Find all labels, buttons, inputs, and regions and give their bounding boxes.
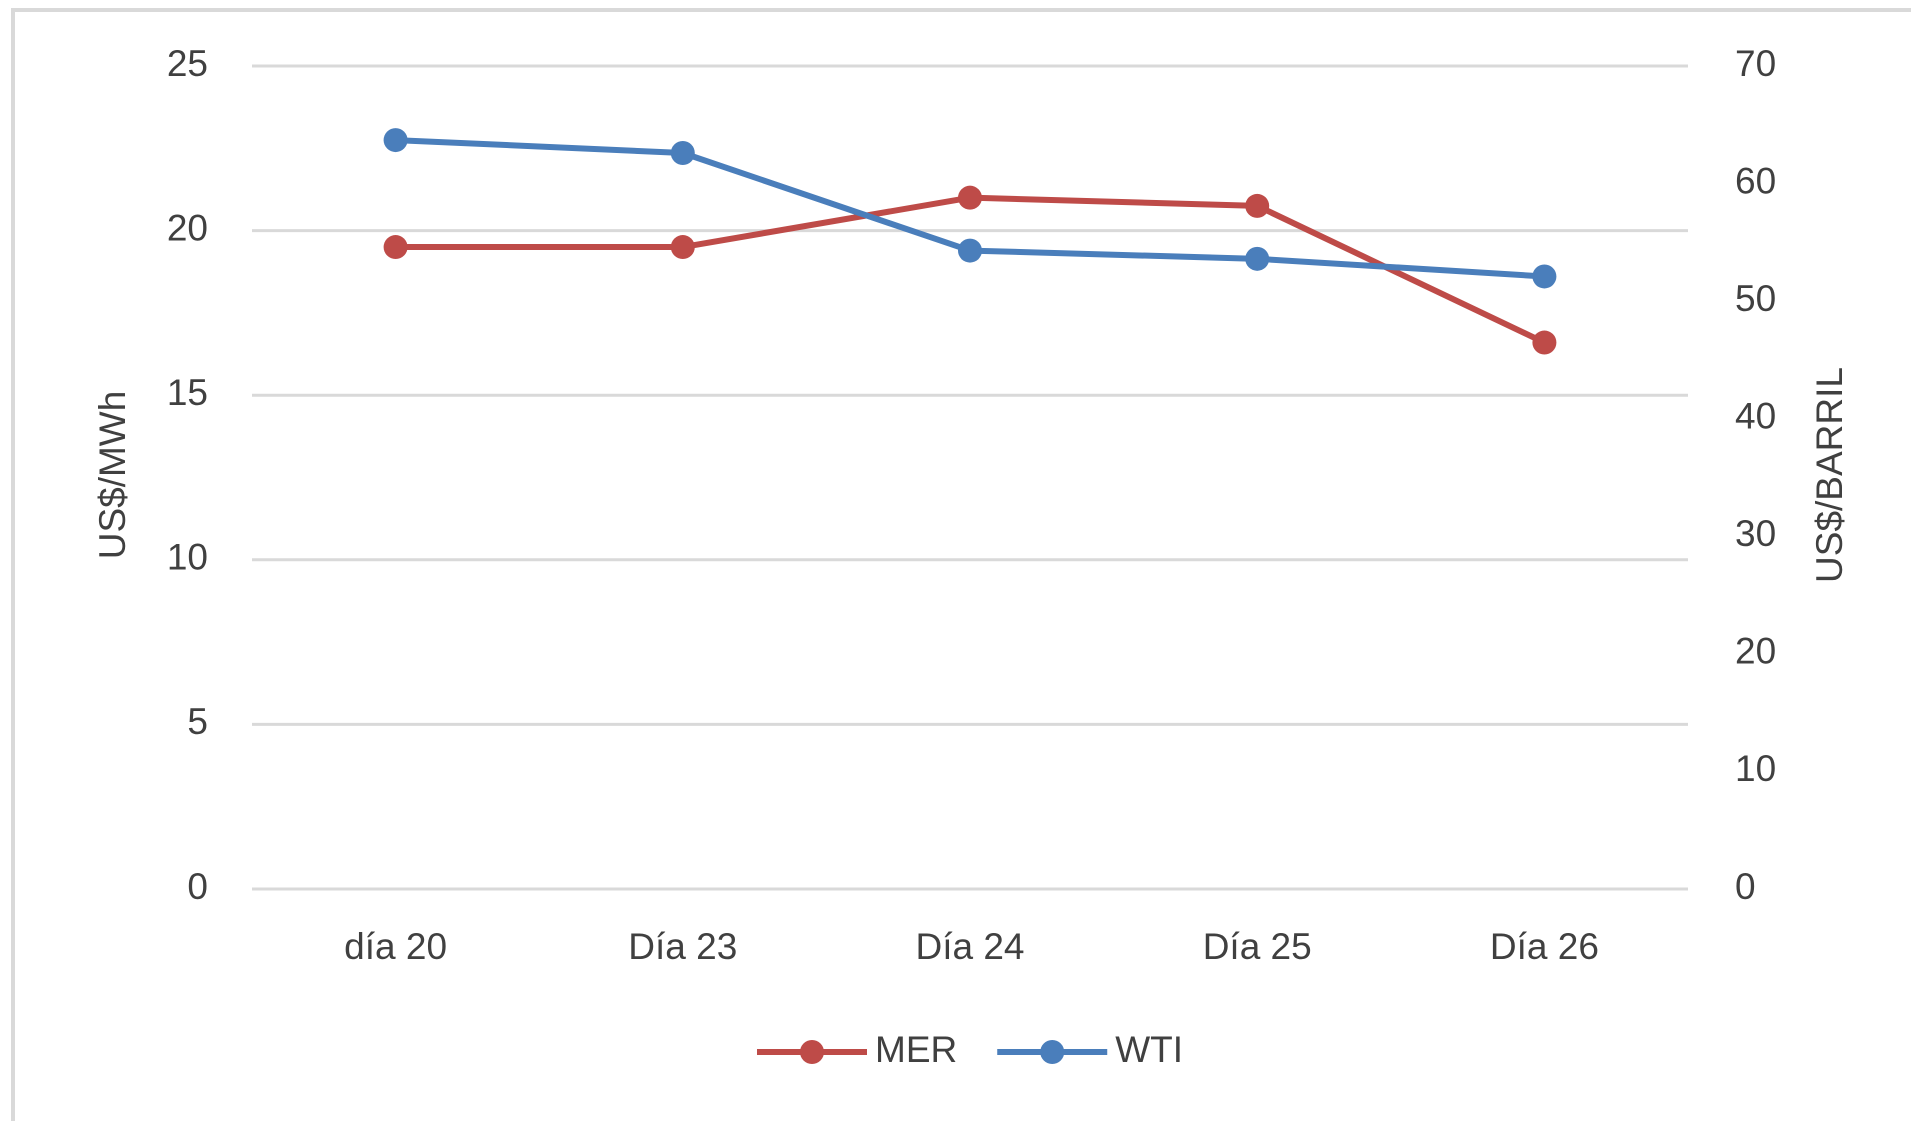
data-point [383, 128, 408, 153]
y2-tick-label: 50 [1735, 278, 1776, 319]
data-point [383, 235, 408, 260]
data-point [670, 141, 695, 166]
y2-tick-label: 10 [1735, 748, 1776, 789]
x-tick-label: Día 24 [915, 926, 1024, 967]
data-point [1245, 193, 1270, 218]
x-tick-label: Día 25 [1203, 926, 1312, 967]
y-tick-label: 5 [187, 701, 208, 742]
y2-tick-label: 0 [1735, 866, 1756, 907]
x-tick-label: Día 23 [628, 926, 737, 967]
y-axis-title: US$/MWh [92, 391, 133, 560]
data-point [958, 185, 982, 210]
x-tick-label: Día 26 [1490, 926, 1599, 967]
legend-label: MER [875, 1029, 957, 1070]
y2-tick-label: 20 [1735, 631, 1776, 672]
legend-marker [1040, 1040, 1065, 1064]
y2-tick-label: 60 [1735, 160, 1776, 201]
y-tick-label: 25 [167, 43, 208, 84]
x-tick-label: día 20 [344, 926, 447, 967]
data-point [1245, 246, 1270, 271]
y-tick-label: 20 [167, 207, 208, 248]
y-tick-label: 10 [167, 537, 208, 578]
legend-marker [800, 1040, 824, 1064]
data-point [670, 235, 695, 260]
y-tick-label: 0 [187, 866, 208, 907]
y2-tick-label: 70 [1735, 43, 1776, 84]
data-point [1532, 330, 1557, 355]
y2-axis-title: US$/BARRIL [1809, 367, 1850, 583]
data-point [958, 238, 982, 263]
legend-label: WTI [1115, 1029, 1183, 1070]
y-tick-label: 15 [167, 372, 208, 413]
y2-tick-label: 40 [1735, 395, 1776, 436]
data-point [1532, 264, 1557, 289]
y2-tick-label: 30 [1735, 513, 1776, 554]
